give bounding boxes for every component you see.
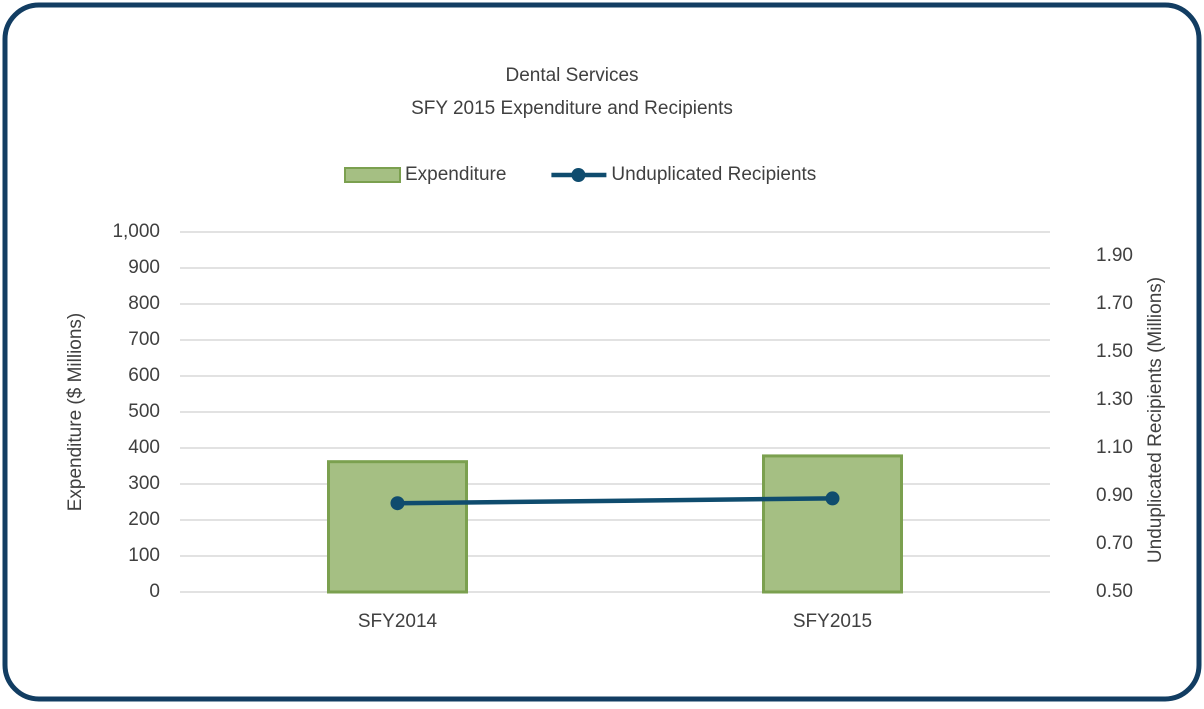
y-tick-label: 0 [149, 581, 160, 602]
y2-tick-label: 1.70 [1096, 293, 1133, 314]
y2-tick-label: 0.70 [1096, 533, 1133, 554]
y-tick-label: 800 [128, 293, 160, 314]
y2-tick-label: 0.50 [1096, 581, 1133, 602]
y-tick-label: 500 [128, 401, 160, 422]
y2-tick-label: 1.30 [1096, 389, 1133, 410]
y-tick-label: 1,000 [112, 221, 160, 242]
legend-swatch [344, 167, 401, 183]
y-axis-label: Expenditure ($ Millions) [65, 313, 86, 512]
y2-tick-label: 1.90 [1096, 245, 1133, 266]
y2-axis-label: Unduplicated Recipients (Millions) [1145, 277, 1166, 563]
x-tick-label: SFY2014 [358, 611, 438, 632]
y2-tick-label: 1.50 [1096, 341, 1133, 362]
y-tick-label: 100 [128, 545, 160, 566]
bar [762, 454, 903, 594]
y-tick-label: 700 [128, 329, 160, 350]
x-tick-label: SFY2015 [793, 611, 872, 632]
y-tick-label: 600 [128, 365, 160, 386]
line-marker [390, 496, 405, 511]
legend-label: Unduplicated Recipients [611, 164, 816, 185]
y2-tick-label: 1.10 [1096, 437, 1133, 458]
legend-label: Expenditure [405, 164, 506, 185]
y-tick-label: 300 [128, 473, 160, 494]
y-tick-label: 400 [128, 437, 160, 458]
chart-title: Dental Services [505, 65, 638, 86]
line-marker [825, 491, 840, 506]
y-tick-label: 200 [128, 509, 160, 530]
line [397, 496, 833, 506]
bar [327, 460, 468, 594]
y-tick-label: 900 [128, 257, 160, 278]
y2-tick-label: 0.90 [1096, 485, 1133, 506]
legend-swatch [571, 168, 586, 182]
chart-subtitle: SFY 2015 Expenditure and Recipients [411, 98, 733, 119]
